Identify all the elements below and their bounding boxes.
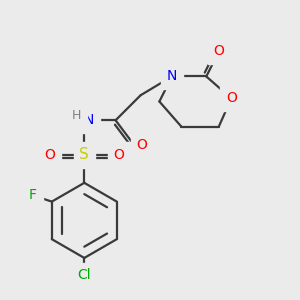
Text: O: O bbox=[44, 148, 55, 162]
Text: O: O bbox=[113, 148, 124, 162]
Text: O: O bbox=[213, 44, 224, 58]
Text: N: N bbox=[167, 70, 177, 83]
Text: S: S bbox=[80, 147, 89, 162]
Text: Cl: Cl bbox=[77, 268, 91, 282]
Text: F: F bbox=[29, 188, 37, 203]
Text: O: O bbox=[137, 138, 148, 152]
Text: N: N bbox=[84, 113, 94, 127]
Text: H: H bbox=[72, 109, 81, 122]
Text: O: O bbox=[226, 92, 237, 105]
